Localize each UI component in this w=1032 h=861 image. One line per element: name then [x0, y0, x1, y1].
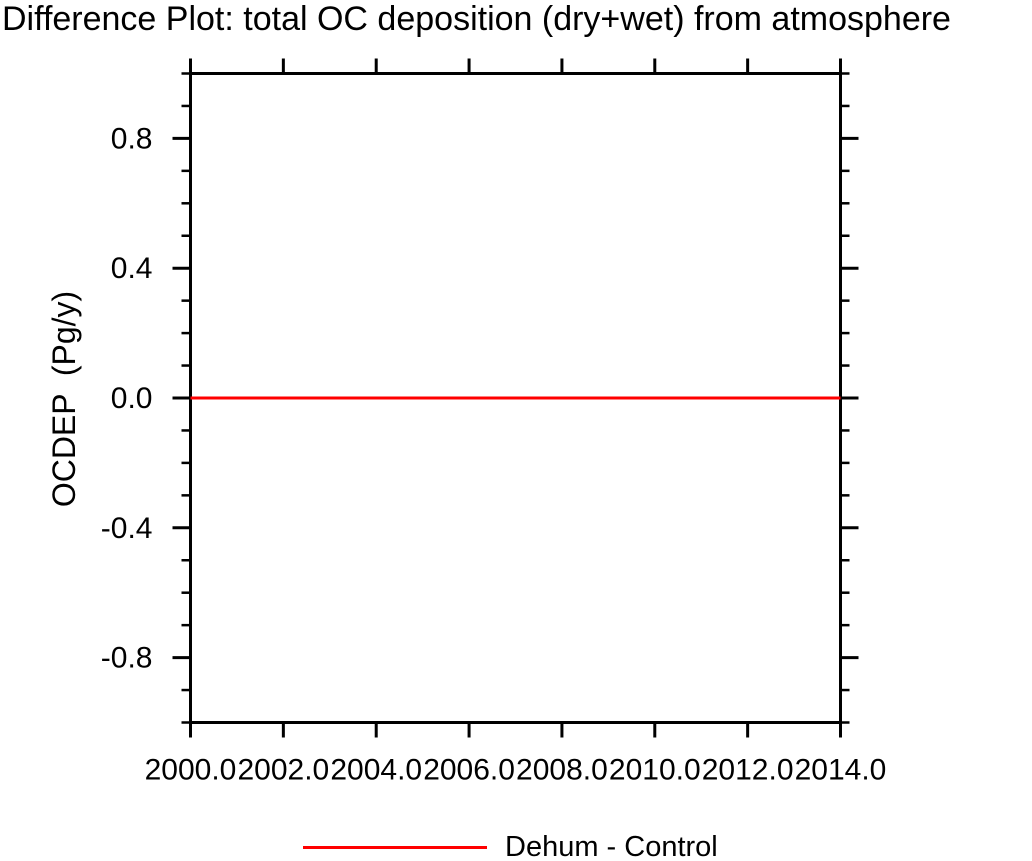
y-tick-label: -0.8 [101, 642, 153, 675]
x-tick-label: 2000.0 [145, 754, 237, 787]
y-tick-label: 0.8 [111, 122, 153, 155]
y-tick-label: 0.0 [111, 382, 153, 415]
x-tick-label: 2014.0 [795, 754, 887, 787]
x-tick-label: 2012.0 [702, 754, 794, 787]
x-tick-label: 2006.0 [423, 754, 515, 787]
x-tick-label: 2004.0 [330, 754, 422, 787]
x-tick-label: 2010.0 [609, 754, 701, 787]
chart-title: Difference Plot: total OC deposition (dr… [2, 0, 951, 38]
y-tick-label: -0.4 [101, 512, 153, 545]
legend: Dehum - Control [303, 830, 718, 861]
legend-label: Dehum - Control [505, 830, 718, 861]
x-tick-label: 2002.0 [237, 754, 329, 787]
y-tick-label: 0.4 [111, 252, 153, 285]
legend-line-sample [303, 845, 487, 849]
x-tick-label: 2008.0 [516, 754, 608, 787]
